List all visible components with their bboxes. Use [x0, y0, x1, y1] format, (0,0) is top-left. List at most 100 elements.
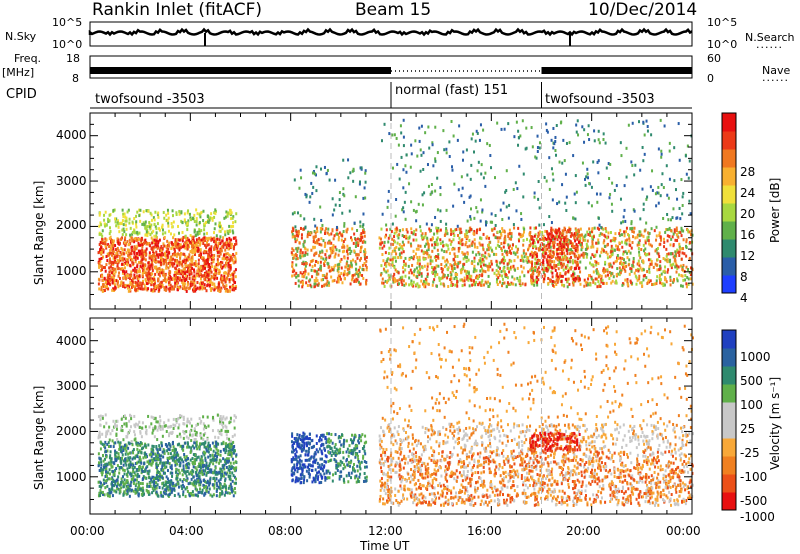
- velocity-cell: [137, 460, 140, 464]
- power-cell: [529, 252, 532, 256]
- power-cell: [163, 278, 166, 282]
- power-cell: [538, 270, 541, 274]
- power-cell: [577, 229, 580, 233]
- power-cell: [564, 242, 567, 246]
- power-cell: [148, 225, 151, 229]
- power-cell: [675, 229, 678, 233]
- power-cell: [666, 234, 669, 238]
- power-cell: [338, 231, 341, 235]
- power-cell: [543, 175, 546, 179]
- power-cell: [669, 279, 672, 283]
- power-cell: [456, 138, 459, 142]
- power-cell: [471, 250, 474, 254]
- power-cell: [338, 274, 341, 278]
- power-cell: [196, 232, 199, 236]
- power-cell: [205, 236, 208, 240]
- power-cell: [214, 240, 217, 244]
- power-cell: [574, 227, 577, 231]
- power-cell: [214, 222, 217, 226]
- power-cell: [555, 124, 558, 128]
- power-cell: [591, 235, 594, 239]
- power-cell: [151, 281, 154, 285]
- power-cell: [163, 286, 166, 290]
- power-cell: [150, 255, 153, 259]
- power-cell: [598, 141, 601, 145]
- velocity-cell: [144, 451, 147, 455]
- power-cell: [215, 262, 218, 266]
- power-cell: [475, 231, 478, 235]
- power-cell: [306, 284, 309, 288]
- power-cell: [181, 280, 184, 284]
- power-cell: [675, 254, 678, 258]
- power-cell: [470, 261, 473, 265]
- power-cell: [431, 236, 434, 240]
- power-cell: [121, 284, 124, 288]
- power-cell: [466, 173, 469, 177]
- power-cell: [557, 275, 560, 279]
- power-cell: [548, 232, 551, 236]
- power-cell: [315, 189, 318, 193]
- power-cell: [229, 266, 232, 270]
- power-cell: [477, 262, 480, 266]
- power-cell: [445, 263, 448, 267]
- power-cell: [211, 265, 214, 269]
- power-cell: [574, 279, 577, 283]
- power-cell: [317, 272, 320, 276]
- power-cell: [566, 256, 569, 260]
- cpid-segment-1-id: -3503: [166, 92, 205, 107]
- power-cell: [448, 140, 451, 144]
- power-cell: [210, 253, 213, 257]
- power-cell: [535, 237, 538, 241]
- power-cell: [319, 205, 322, 209]
- power-cell: [405, 236, 408, 240]
- power-cell: [497, 270, 500, 274]
- power-cell: [573, 280, 576, 284]
- power-cell: [174, 244, 177, 248]
- power-cell: [319, 227, 322, 231]
- power-cell: [336, 263, 339, 267]
- power-cell: [124, 283, 127, 287]
- power-cell: [102, 278, 105, 282]
- power-cell: [442, 273, 445, 277]
- power-cell: [126, 286, 129, 290]
- power-cell: [125, 242, 128, 246]
- power-cell: [103, 288, 106, 292]
- power-cell: [383, 284, 386, 288]
- power-cell: [112, 247, 115, 251]
- power-cell: [121, 219, 124, 223]
- power-cell: [584, 233, 587, 237]
- power-cell: [641, 284, 644, 288]
- power-cell: [473, 259, 476, 263]
- power-cell: [358, 271, 361, 275]
- power-cell: [606, 252, 609, 256]
- power-cell: [205, 270, 208, 274]
- power-cell: [143, 270, 146, 274]
- power-cell: [165, 288, 168, 292]
- power-cell: [624, 239, 627, 243]
- power-cell: [657, 147, 660, 151]
- power-cell: [467, 278, 470, 282]
- power-cell: [480, 237, 483, 241]
- freq-right-tick-bottom: 0: [707, 72, 714, 85]
- power-cell: [214, 271, 217, 275]
- power-cell: [542, 251, 545, 255]
- power-cell: [184, 234, 187, 238]
- power-cell: [565, 249, 568, 253]
- power-cell: [387, 236, 390, 240]
- power-cell: [143, 222, 146, 226]
- power-cell: [340, 257, 343, 261]
- power-cell: [477, 251, 480, 255]
- power-cell: [125, 251, 128, 255]
- power-cell: [486, 264, 489, 268]
- power-cell: [457, 261, 460, 265]
- power-cell: [506, 281, 509, 285]
- power-cell: [163, 288, 166, 292]
- power-cell: [175, 274, 178, 278]
- power-cell: [219, 235, 222, 239]
- power-cell: [513, 226, 516, 230]
- power-cell: [125, 216, 128, 220]
- power-cell: [121, 233, 124, 237]
- power-cell: [233, 288, 236, 292]
- power-cell: [668, 259, 671, 263]
- power-cell: [566, 244, 569, 248]
